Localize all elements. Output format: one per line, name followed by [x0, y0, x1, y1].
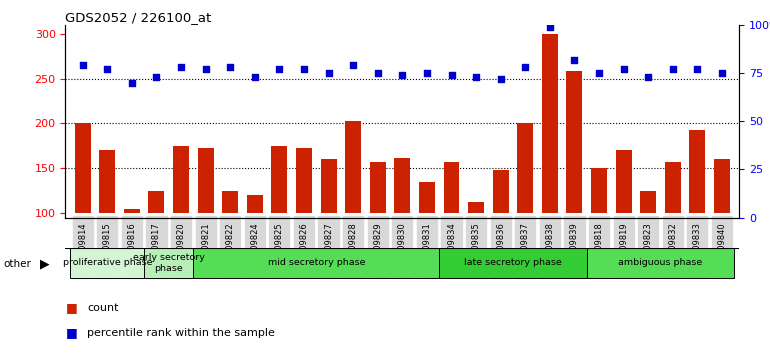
Text: early secretory
phase: early secretory phase: [132, 253, 205, 273]
Text: count: count: [87, 303, 119, 313]
Point: [126, 80, 138, 85]
Point: [372, 70, 384, 76]
Bar: [247, 195, 263, 213]
Point: [470, 74, 482, 80]
Point: [397, 72, 409, 78]
Point: [593, 70, 605, 76]
Bar: [587, 248, 735, 278]
Bar: [99, 150, 116, 213]
Point: [323, 70, 335, 76]
Text: proliferative phase: proliferative phase: [62, 258, 152, 267]
Bar: [419, 182, 435, 213]
Bar: [444, 162, 460, 213]
Bar: [689, 130, 705, 213]
Point: [519, 64, 531, 70]
Bar: [591, 169, 607, 213]
Point: [175, 64, 187, 70]
Point: [199, 66, 212, 72]
Point: [618, 66, 630, 72]
Point: [667, 66, 679, 72]
Text: ▶: ▶: [40, 257, 49, 270]
Text: ■: ■: [65, 326, 77, 339]
Bar: [70, 248, 144, 278]
Bar: [394, 158, 410, 213]
Text: other: other: [4, 259, 32, 269]
Point: [445, 72, 457, 78]
Bar: [271, 146, 287, 213]
Bar: [223, 191, 238, 213]
Bar: [439, 248, 587, 278]
Point: [347, 62, 360, 68]
Bar: [468, 202, 484, 213]
Point: [150, 74, 162, 80]
Point: [544, 24, 556, 29]
Bar: [616, 150, 631, 213]
Bar: [517, 124, 534, 213]
Bar: [296, 148, 312, 213]
Text: mid secretory phase: mid secretory phase: [267, 258, 365, 267]
Bar: [124, 209, 140, 213]
Bar: [198, 148, 213, 213]
Bar: [665, 162, 681, 213]
Point: [494, 76, 507, 82]
Bar: [75, 124, 91, 213]
Text: ambiguous phase: ambiguous phase: [618, 258, 703, 267]
Point: [420, 70, 433, 76]
Text: percentile rank within the sample: percentile rank within the sample: [87, 328, 275, 338]
Point: [716, 70, 728, 76]
Bar: [320, 159, 336, 213]
Text: GDS2052 / 226100_at: GDS2052 / 226100_at: [65, 11, 212, 24]
Point: [101, 66, 113, 72]
Point: [273, 66, 286, 72]
Point: [568, 57, 581, 62]
Bar: [144, 248, 193, 278]
Text: ■: ■: [65, 302, 77, 314]
Point: [691, 66, 704, 72]
Text: late secretory phase: late secretory phase: [464, 258, 562, 267]
Bar: [493, 170, 509, 213]
Point: [642, 74, 654, 80]
Bar: [640, 191, 656, 213]
Bar: [370, 162, 386, 213]
Bar: [345, 121, 361, 213]
Bar: [149, 191, 165, 213]
Bar: [193, 248, 439, 278]
Bar: [173, 146, 189, 213]
Point: [76, 62, 89, 68]
Bar: [567, 72, 582, 213]
Point: [298, 66, 310, 72]
Bar: [714, 159, 730, 213]
Bar: [542, 34, 557, 213]
Point: [249, 74, 261, 80]
Point: [224, 64, 236, 70]
